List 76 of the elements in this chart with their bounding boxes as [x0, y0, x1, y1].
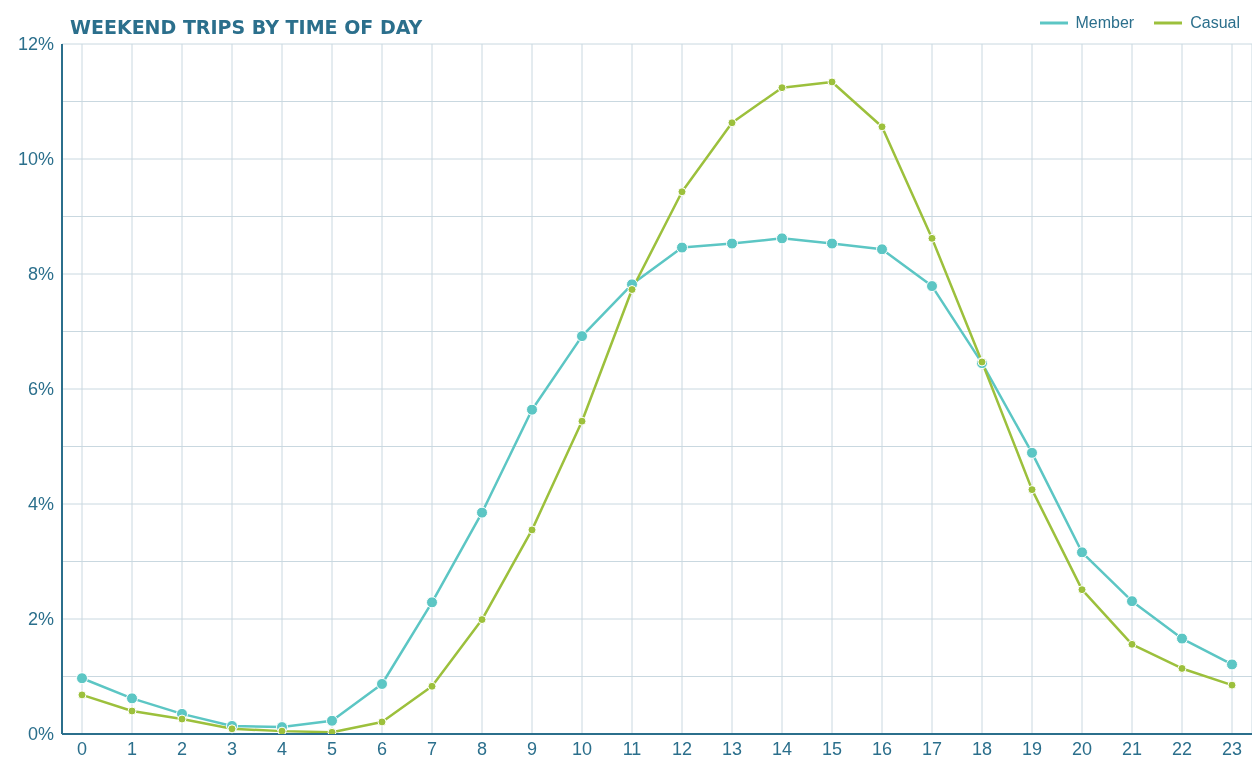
point — [577, 416, 587, 426]
point — [1126, 595, 1138, 608]
x-tick-label: 7 — [426, 738, 438, 759]
point — [726, 237, 738, 250]
legend-label: Casual — [1190, 14, 1240, 32]
y-tick-label: 12% — [17, 34, 54, 55]
x-tick-label: 8 — [476, 738, 488, 759]
point — [526, 403, 538, 416]
point — [1176, 632, 1188, 645]
point — [1027, 485, 1037, 495]
point — [1026, 446, 1038, 459]
point — [776, 232, 788, 245]
legend-label: Member — [1075, 14, 1135, 32]
point — [827, 77, 837, 87]
point — [427, 681, 437, 691]
x-tick-label: 19 — [1021, 738, 1043, 759]
x-tick-label: 13 — [721, 738, 743, 759]
point — [477, 615, 487, 625]
x-tick-label: 18 — [971, 738, 993, 759]
y-tick-label: 0% — [27, 724, 54, 745]
x-tick-label: 23 — [1221, 738, 1243, 759]
point — [126, 692, 138, 705]
x-tick-label: 9 — [526, 738, 538, 759]
point — [377, 717, 387, 727]
point — [177, 714, 187, 724]
x-tick-label: 21 — [1121, 738, 1143, 759]
point — [1077, 585, 1087, 595]
point — [677, 187, 687, 197]
point — [1177, 663, 1187, 673]
point — [127, 706, 137, 716]
point — [1076, 546, 1088, 559]
x-tick-label: 17 — [921, 738, 943, 759]
x-tick-label: 15 — [821, 738, 843, 759]
point — [326, 714, 338, 727]
x-tick-label: 0 — [76, 738, 88, 759]
x-tick-label: 10 — [571, 738, 593, 759]
chart-title: WEEKEND TRIPS BY TIME OF DAY — [70, 16, 423, 38]
x-tick-label: 22 — [1171, 738, 1193, 759]
point — [777, 83, 787, 93]
point — [1227, 680, 1237, 690]
y-tick-label: 2% — [27, 609, 54, 630]
point — [926, 280, 938, 293]
point — [627, 285, 637, 295]
point — [227, 724, 237, 734]
x-tick-label: 5 — [326, 738, 338, 759]
point — [277, 726, 287, 734]
point — [727, 118, 737, 128]
point — [826, 237, 838, 250]
x-tick-label: 12 — [671, 738, 693, 759]
x-tick-label: 11 — [622, 738, 642, 759]
point — [426, 596, 438, 609]
x-tick-label: 6 — [376, 738, 388, 759]
point — [77, 690, 87, 700]
y-tick-label: 10% — [17, 149, 54, 170]
x-tick-label: 4 — [276, 738, 288, 759]
point — [476, 506, 488, 519]
point — [1127, 639, 1137, 649]
point — [876, 243, 888, 256]
y-tick-label: 4% — [27, 494, 54, 515]
point — [376, 677, 388, 690]
y-tick-label: 6% — [27, 379, 54, 400]
x-tick-label: 14 — [771, 738, 793, 759]
point — [527, 525, 537, 535]
x-tick-label: 16 — [871, 738, 893, 759]
x-tick-label: 20 — [1071, 738, 1093, 759]
point — [576, 330, 588, 343]
y-tick-label: 8% — [27, 264, 54, 285]
point — [927, 233, 937, 243]
point — [327, 727, 337, 734]
point — [877, 122, 887, 132]
point — [1226, 658, 1238, 671]
x-tick-label: 3 — [226, 738, 238, 759]
x-tick-label: 2 — [176, 738, 188, 759]
x-tick-label: 1 — [126, 738, 138, 759]
point — [676, 241, 688, 254]
point — [76, 672, 88, 685]
